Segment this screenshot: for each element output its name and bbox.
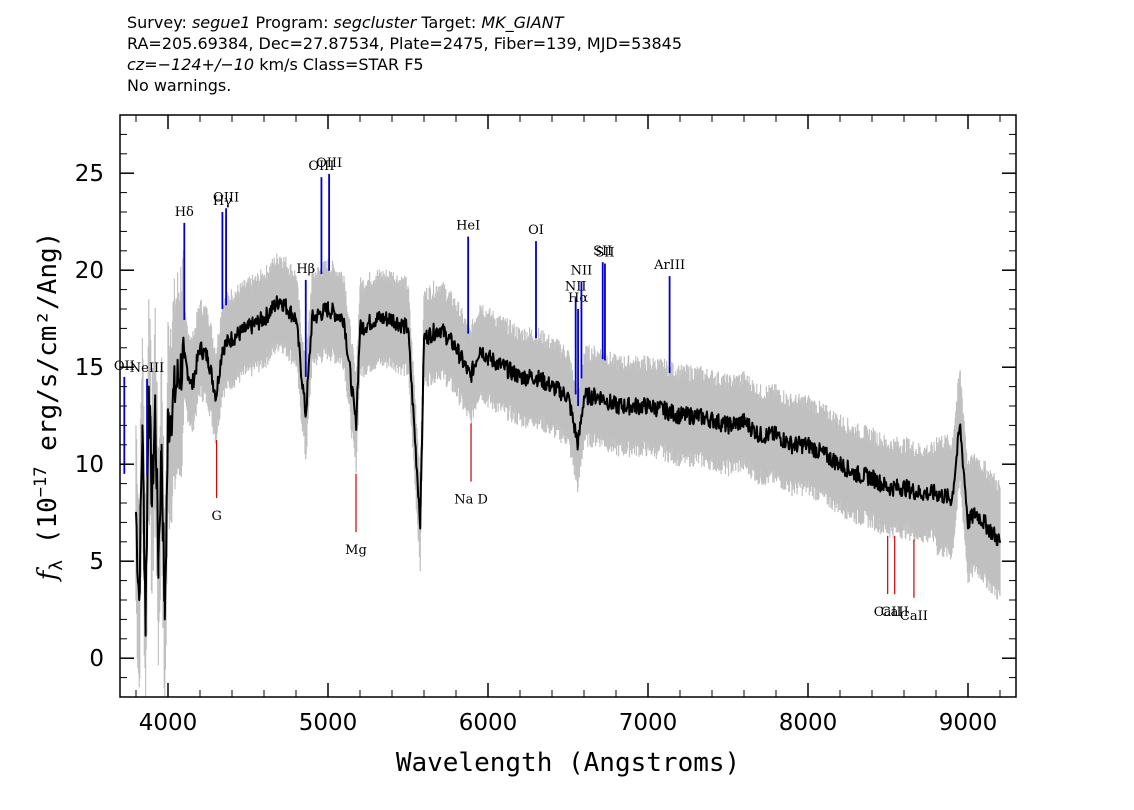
class-value: km/s Class=STAR F5 bbox=[254, 55, 424, 74]
x-tick-label: 8000 bbox=[779, 710, 838, 736]
target-label: Target: bbox=[416, 13, 482, 32]
emission-line-label: NeIII bbox=[130, 361, 164, 376]
flux-line bbox=[135, 295, 1001, 637]
y-tick-label: 25 bbox=[75, 161, 104, 187]
emission-line-label: NII bbox=[571, 263, 593, 278]
x-tick-label: 6000 bbox=[459, 710, 518, 736]
absorption-line-label: CaII bbox=[900, 609, 928, 624]
emission-line-label: OIII bbox=[316, 156, 342, 171]
emission-line-label: Hγ bbox=[213, 194, 232, 209]
absorption-line-label: CaII bbox=[881, 605, 909, 620]
x-axis-title: Wavelength (Angstroms) bbox=[396, 748, 740, 778]
y-tick-label: 0 bbox=[89, 646, 104, 672]
y-tick-label: 15 bbox=[75, 355, 104, 381]
y-axis-title-exponent: −17 bbox=[31, 467, 51, 498]
header-line-warnings: No warnings. bbox=[127, 76, 232, 95]
y-tick-label: 5 bbox=[89, 549, 104, 575]
emission-line-label: OII bbox=[114, 359, 135, 374]
spectrum-header: Survey: segue1 Program: segcluster Targe… bbox=[127, 12, 682, 96]
header-line-redshift: cz=−124+/−10 km/s Class=STAR F5 bbox=[127, 54, 682, 75]
y-tick-label: 20 bbox=[75, 258, 104, 284]
program-value: segcluster bbox=[333, 13, 417, 32]
absorption-line-label: G bbox=[211, 509, 221, 524]
emission-line-label: Hβ bbox=[296, 262, 315, 277]
axis-ticks: 4000 5000 6000 7000 8000 9000 0 5 10 15 20 25 bbox=[75, 114, 1016, 736]
emission-line-label: SII bbox=[595, 246, 614, 261]
target-value: MK_GIANT bbox=[481, 13, 564, 32]
y-axis-title: fλ (10−17 erg/s/cm²/Ang) bbox=[31, 232, 67, 583]
absorption-line-label: CaII bbox=[874, 605, 902, 620]
flux-series bbox=[135, 295, 1001, 637]
absorption-line-label: Na D bbox=[454, 493, 488, 508]
emission-line-label: Hδ bbox=[175, 205, 194, 220]
emission-line-label: OIII bbox=[213, 190, 239, 205]
emission-line-label: OI bbox=[528, 223, 544, 238]
x-tick-label: 7000 bbox=[619, 710, 678, 736]
x-tick-label: 4000 bbox=[139, 710, 198, 736]
emission-line-label: SII bbox=[593, 244, 612, 259]
x-tick-label: 5000 bbox=[299, 710, 358, 736]
y-axis-title-subscript: λ bbox=[46, 560, 67, 571]
survey-label: Survey: bbox=[127, 13, 192, 32]
absorption-line-label: Mg bbox=[345, 543, 367, 558]
emission-line-label: OIII bbox=[308, 159, 334, 174]
header-line-survey: Survey: segue1 Program: segcluster Targe… bbox=[127, 12, 682, 33]
survey-value: segue1 bbox=[191, 13, 251, 32]
program-label: Program: bbox=[250, 13, 334, 32]
y-tick-label: 10 bbox=[75, 452, 104, 478]
emission-line-label: Hα bbox=[568, 291, 588, 306]
y-axis-title-mid: (10 bbox=[33, 497, 63, 560]
emission-line-label: HeI bbox=[456, 219, 480, 234]
emission-line-label: ArIII bbox=[653, 258, 685, 273]
redshift-value: cz=−124+/−10 bbox=[127, 55, 255, 74]
y-axis-title-units: erg/s/cm²/Ang) bbox=[33, 232, 63, 467]
x-tick-label: 9000 bbox=[939, 710, 998, 736]
header-line-coordinates: RA=205.69384, Dec=27.87534, Plate=2475, … bbox=[127, 34, 683, 53]
